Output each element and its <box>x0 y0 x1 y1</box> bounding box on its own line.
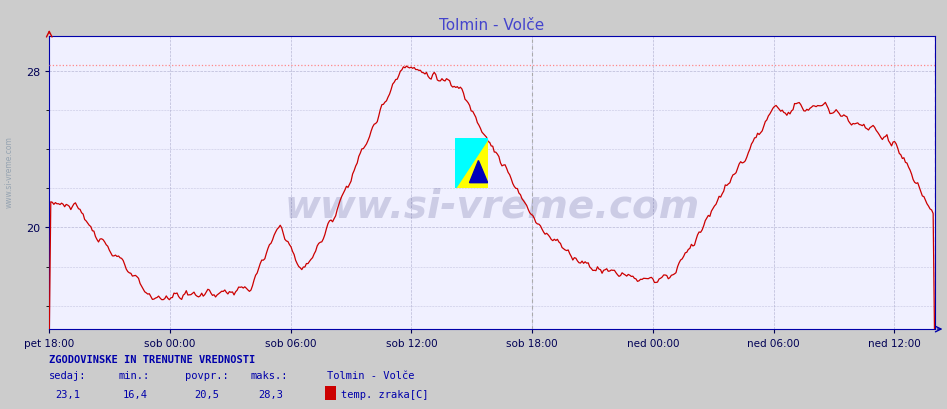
Title: Tolmin - Volče: Tolmin - Volče <box>439 18 545 33</box>
Text: 16,4: 16,4 <box>123 389 148 399</box>
Polygon shape <box>455 139 488 188</box>
Text: sedaj:: sedaj: <box>49 370 87 380</box>
Text: Tolmin - Volče: Tolmin - Volče <box>327 370 414 380</box>
Text: povpr.:: povpr.: <box>185 370 228 380</box>
Text: maks.:: maks.: <box>251 370 289 380</box>
Polygon shape <box>455 139 488 188</box>
Text: 23,1: 23,1 <box>55 389 80 399</box>
Text: temp. zraka[C]: temp. zraka[C] <box>341 389 428 399</box>
Text: 28,3: 28,3 <box>259 389 283 399</box>
Text: 20,5: 20,5 <box>194 389 219 399</box>
Text: min.:: min.: <box>118 370 150 380</box>
Text: www.si-vreme.com: www.si-vreme.com <box>284 187 700 225</box>
Polygon shape <box>470 161 488 183</box>
Text: ZGODOVINSKE IN TRENUTNE VREDNOSTI: ZGODOVINSKE IN TRENUTNE VREDNOSTI <box>49 354 256 364</box>
Text: www.si-vreme.com: www.si-vreme.com <box>5 136 14 208</box>
